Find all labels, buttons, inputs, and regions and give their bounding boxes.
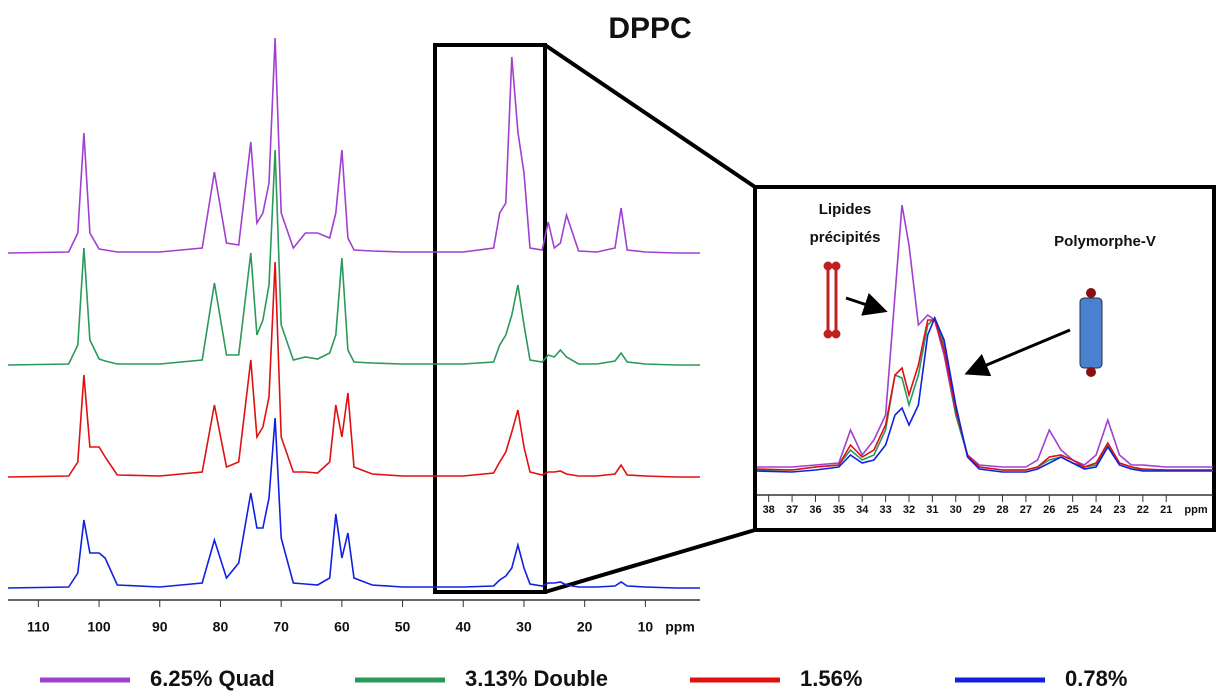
x-tick-label: 25 bbox=[1067, 504, 1079, 516]
zoom-connector bbox=[544, 528, 756, 594]
x-tick-label: 40 bbox=[455, 619, 471, 635]
x-tick-label: 50 bbox=[395, 619, 411, 635]
x-tick-label: 31 bbox=[926, 504, 938, 516]
legend-label: 6.25% Quad bbox=[150, 666, 275, 691]
x-tick-label: 21 bbox=[1160, 504, 1172, 516]
x-tick-label: 29 bbox=[973, 504, 985, 516]
x-tick-label: 60 bbox=[334, 619, 350, 635]
x-tick-label: 37 bbox=[786, 504, 798, 516]
lipid-icon bbox=[823, 261, 841, 339]
x-tick-label: 80 bbox=[213, 619, 229, 635]
x-tick-label: 38 bbox=[763, 504, 775, 516]
x-tick-label: 24 bbox=[1090, 504, 1103, 516]
x-tick-label: 70 bbox=[273, 619, 289, 635]
x-tick-label: 34 bbox=[856, 504, 869, 516]
x-tick-label: 35 bbox=[833, 504, 845, 516]
spectrum-line bbox=[756, 315, 1213, 473]
x-tick-label: 28 bbox=[996, 504, 1008, 516]
spectrum-line bbox=[7, 37, 700, 254]
polymorph-icon bbox=[1079, 288, 1103, 377]
zoom-box bbox=[433, 43, 547, 594]
arrow bbox=[845, 292, 888, 316]
x-tick-label: 22 bbox=[1137, 504, 1149, 516]
x-tick-label: 100 bbox=[87, 619, 111, 635]
zoom-connector bbox=[543, 43, 757, 189]
x-axis-label: ppm bbox=[665, 619, 695, 635]
x-tick-label: 90 bbox=[152, 619, 168, 635]
x-tick-label: 27 bbox=[1020, 504, 1032, 516]
arrow bbox=[964, 328, 1071, 377]
x-tick-label: 26 bbox=[1043, 504, 1055, 516]
annotation: Lipides bbox=[819, 201, 872, 218]
chart-title: DPPC bbox=[608, 12, 691, 45]
legend-label: 1.56% bbox=[800, 666, 862, 691]
x-tick-label: 110 bbox=[27, 619, 50, 635]
x-tick-label: 30 bbox=[516, 619, 532, 635]
legend-label: 3.13% Double bbox=[465, 666, 608, 691]
legend-label: 0.78% bbox=[1065, 666, 1127, 691]
x-axis-label: ppm bbox=[1184, 504, 1207, 516]
x-tick-label: 36 bbox=[809, 504, 821, 516]
spectrum-line bbox=[7, 149, 700, 366]
annotation: Polymorphe-V bbox=[1054, 233, 1156, 250]
annotation: précipités bbox=[810, 229, 881, 246]
x-tick-label: 23 bbox=[1113, 504, 1125, 516]
x-tick-label: 32 bbox=[903, 504, 915, 516]
x-tick-label: 33 bbox=[879, 504, 891, 516]
spectrum-line bbox=[7, 261, 700, 478]
x-tick-label: 10 bbox=[638, 619, 654, 635]
x-tick-label: 20 bbox=[577, 619, 593, 635]
spectrum-line bbox=[7, 417, 700, 589]
x-tick-label: 30 bbox=[950, 504, 962, 516]
